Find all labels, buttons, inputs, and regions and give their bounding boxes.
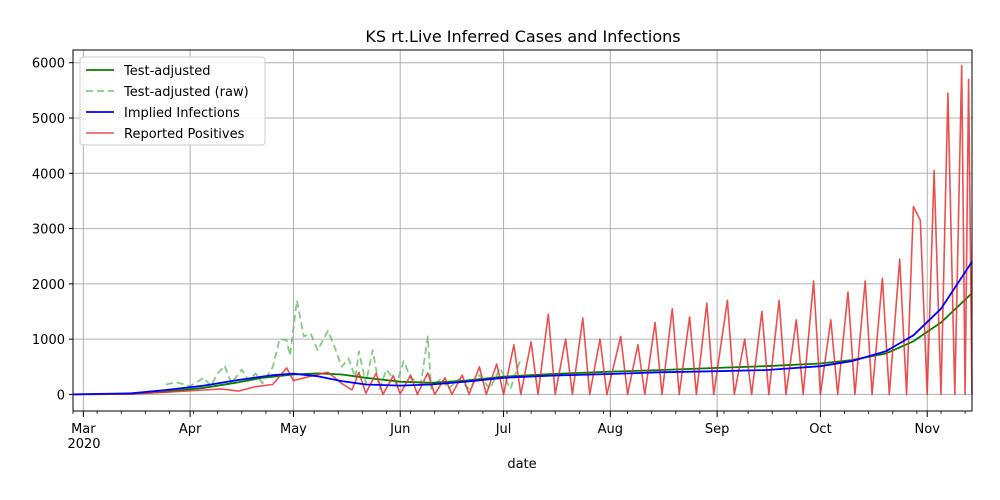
legend-label-test-adjusted: Test-adjusted	[123, 64, 210, 79]
series-line-test-adjusted-raw	[165, 299, 522, 390]
x-tick-label: Nov	[915, 422, 941, 437]
series-line-implied-infections	[72, 261, 973, 396]
legend-items: Test-adjusted Test-adjusted (raw) Implied …	[86, 64, 249, 142]
x-axis-label: date	[507, 457, 536, 472]
y-tick-label: 0	[57, 388, 65, 403]
series-line-test-adjusted	[72, 292, 973, 396]
x-tick-label: Aug	[598, 422, 623, 437]
legend-box	[79, 56, 266, 146]
legend-label-test-adjusted-raw: Test-adjusted (raw)	[123, 85, 249, 100]
x-axis-ticks: Mar Apr May Jun Jul Aug Sep Oct Nov	[71, 411, 966, 437]
x-tick-label: Oct	[809, 422, 831, 437]
y-tick-label: 5000	[32, 112, 65, 127]
y-tick-label: 6000	[32, 57, 65, 72]
plot-area-frame	[72, 49, 973, 412]
y-tick-label: 1000	[32, 333, 65, 348]
x-tick-label: Sep	[705, 422, 730, 437]
y-tick-label: 2000	[32, 278, 65, 293]
y-axis-ticks: 0 1000 2000 3000 4000 5000 6000	[32, 57, 73, 403]
series-lines	[72, 64, 973, 396]
x-tick-label: Mar	[71, 422, 96, 437]
series-line-reported-positives	[72, 64, 973, 396]
x-year-label: 2020	[67, 437, 100, 452]
chart-title: KS rt.Live Inferred Cases and Infections	[365, 27, 680, 46]
legend-label-reported-positives: Reported Positives	[124, 127, 245, 142]
y-tick-label: 4000	[32, 167, 65, 182]
legend-label-implied-infections: Implied Infections	[124, 106, 240, 121]
x-tick-label: Jun	[389, 422, 410, 437]
x-tick-label: Jul	[495, 422, 512, 437]
y-tick-label: 3000	[32, 223, 65, 238]
legend: Test-adjusted Test-adjusted (raw) Implied …	[79, 56, 266, 146]
x-tick-label: Apr	[179, 422, 202, 437]
x-tick-label: May	[280, 422, 307, 437]
